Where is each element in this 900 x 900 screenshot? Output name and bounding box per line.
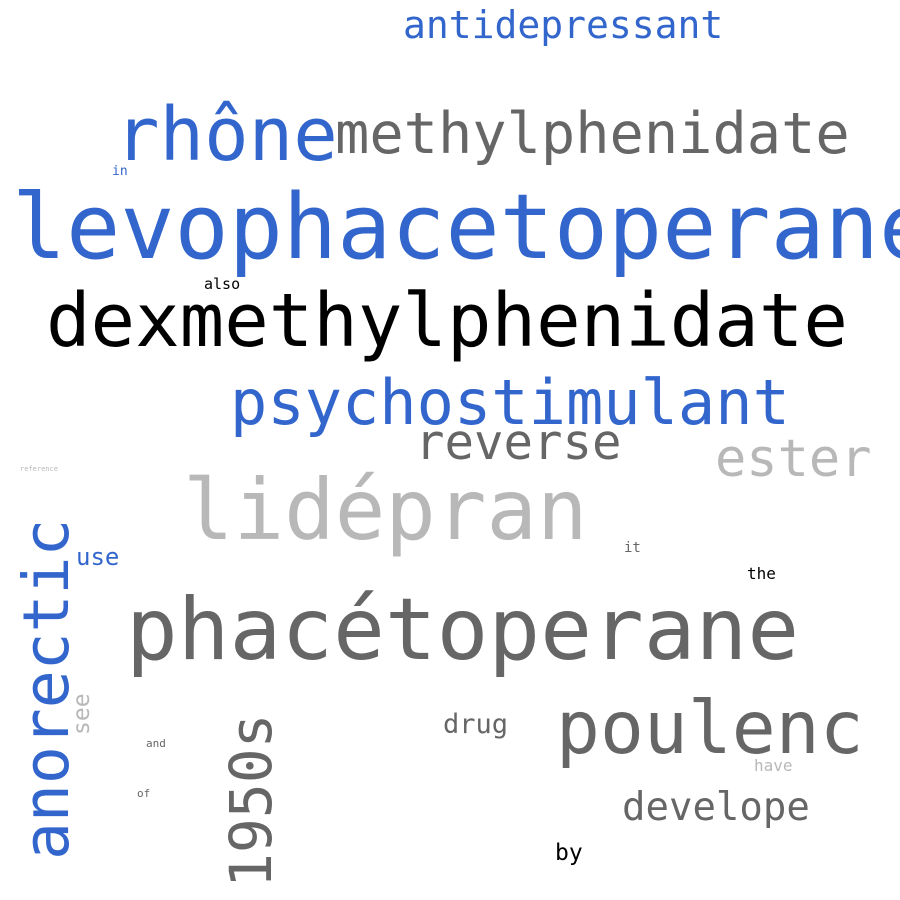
word-the: the: [747, 564, 776, 583]
word-reverse: reverse: [415, 414, 622, 471]
word-methylphenidate: methylphenidate: [335, 101, 850, 167]
word-use: use: [76, 543, 120, 571]
word-it: it: [624, 540, 641, 556]
word-dexmethylphenidate: dexmethylphenidate: [46, 278, 848, 364]
word-drug: drug: [443, 709, 509, 740]
word-and: and: [146, 737, 166, 750]
word-in: in: [112, 164, 128, 179]
word-1950s: 1950s: [217, 713, 285, 888]
word-phacetoperane: phacétoperane: [126, 580, 800, 680]
word-psychostimulant: psychostimulant: [230, 366, 790, 439]
word-of: of: [137, 787, 151, 800]
word-anorectic: anorectic: [10, 518, 83, 860]
word-develope: develope: [622, 785, 810, 830]
word-ester: ester: [715, 429, 872, 489]
word-also: also: [204, 275, 241, 293]
word-have: have: [754, 756, 793, 775]
word-levophacetoperane: levophacetoperane: [12, 175, 900, 280]
word-lidepran: lidépran: [183, 461, 588, 559]
word-reference: reference: [20, 465, 58, 473]
word-rhone: rhône: [115, 92, 338, 178]
word-antidepressant: antidepressant: [403, 3, 724, 47]
word-by: by: [555, 840, 583, 866]
word-poulenc: poulenc: [556, 686, 864, 771]
word-see: see: [69, 693, 95, 735]
